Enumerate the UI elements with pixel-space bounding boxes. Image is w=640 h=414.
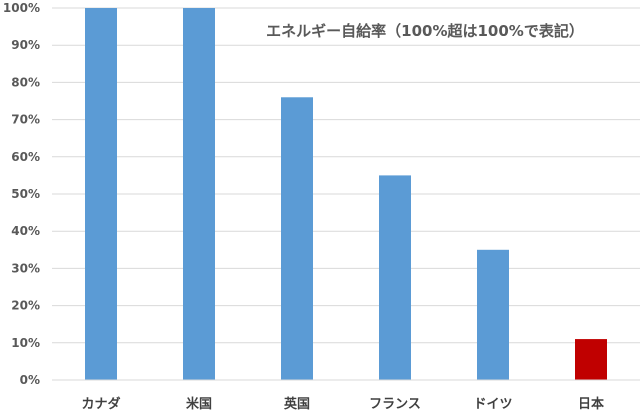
x-category-label: フランス (369, 397, 421, 412)
y-tick-label: 40% (11, 224, 40, 238)
bar (281, 97, 313, 380)
x-category-label: カナダ (81, 396, 120, 412)
y-tick-label: 10% (11, 336, 40, 350)
y-tick-label: 50% (11, 187, 40, 201)
bars (85, 8, 607, 380)
gridlines (52, 7, 640, 381)
y-tick-label: 70% (11, 113, 40, 127)
x-category-label: 米国 (186, 396, 212, 412)
x-category-label: ドイツ (473, 397, 512, 412)
y-tick-label: 20% (11, 299, 40, 313)
y-tick-label: 100% (3, 1, 40, 15)
bar (477, 249, 509, 380)
y-tick-label: 80% (11, 75, 40, 89)
bar (575, 339, 607, 380)
x-category-label: 日本 (578, 396, 604, 412)
y-tick-label: 30% (11, 261, 40, 275)
y-axis-tick-labels: 0% 10% 20% 30% 40% 50% 60% 70% 80% 90% 100% (3, 1, 40, 387)
y-tick-label: 0% (20, 373, 40, 387)
bar (85, 8, 117, 380)
x-axis-category-labels: カナダ 米国 英国 フランス ドイツ 日本 (81, 396, 604, 412)
bar (379, 175, 411, 380)
chart-title: エネルギー自給率（100%超は100%で表記） (266, 22, 584, 40)
y-tick-label: 90% (11, 38, 40, 52)
y-tick-label: 60% (11, 150, 40, 164)
bar (183, 8, 215, 380)
x-category-label: 英国 (283, 396, 310, 412)
